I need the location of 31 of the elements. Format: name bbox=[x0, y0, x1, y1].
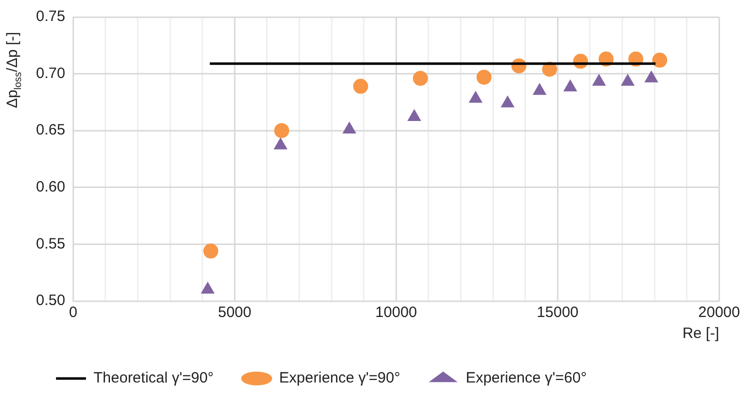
point bbox=[342, 122, 356, 134]
point bbox=[644, 70, 658, 82]
point bbox=[274, 123, 290, 138]
y-tick-label: 0.50 bbox=[36, 292, 66, 310]
x-tick-label: 20000 bbox=[698, 304, 740, 322]
point bbox=[201, 282, 214, 294]
point bbox=[501, 96, 514, 108]
x-tick-label: 15000 bbox=[536, 304, 579, 322]
legend-label: Experience γ'=90° bbox=[279, 370, 400, 387]
y-tick-label: 0.75 bbox=[36, 8, 66, 26]
y-tick-label: 0.60 bbox=[36, 178, 66, 196]
point bbox=[274, 138, 288, 150]
point bbox=[408, 109, 421, 121]
point bbox=[353, 78, 368, 94]
point bbox=[469, 91, 482, 103]
point bbox=[621, 74, 634, 86]
point bbox=[652, 52, 668, 68]
point bbox=[564, 80, 577, 92]
y-tick-label: 0.65 bbox=[36, 122, 66, 139]
y-tick-label: 0.55 bbox=[36, 235, 66, 252]
point bbox=[533, 83, 546, 95]
legend-label: Theoretical γ'=90° bbox=[94, 370, 214, 387]
point bbox=[592, 74, 606, 86]
x-tick-label: 5000 bbox=[218, 304, 252, 322]
x-axis-title: Re [-] bbox=[682, 325, 720, 342]
point bbox=[412, 70, 428, 86]
x-tick-label: 10000 bbox=[375, 304, 418, 322]
point bbox=[476, 70, 492, 85]
y-tick-label: 0.70 bbox=[36, 64, 66, 82]
x-tick-label: 0 bbox=[69, 304, 78, 322]
legend-label: Experience γ'=60° bbox=[466, 370, 587, 387]
